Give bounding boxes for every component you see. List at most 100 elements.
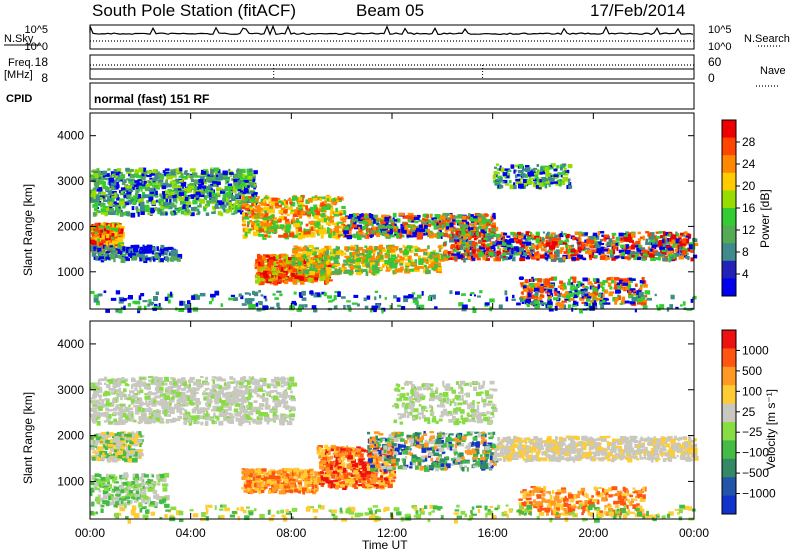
heatmap-cell: [170, 192, 175, 196]
heatmap-cell: [603, 249, 608, 252]
heatmap-cell: [406, 234, 412, 238]
heatmap-cell: [376, 232, 380, 238]
heatmap-cell: [99, 195, 103, 199]
heatmap-cell: [237, 203, 240, 208]
heatmap-cell: [246, 228, 252, 232]
heatmap-cell: [385, 231, 392, 235]
heatmap-cell: [631, 254, 635, 258]
heatmap-cell: [397, 254, 400, 258]
heatmap-cell: [473, 237, 477, 241]
heatmap-cell: [164, 257, 170, 261]
heatmap-cell: [480, 245, 483, 248]
heatmap-cell: [384, 216, 390, 222]
heatmap-cell: [108, 205, 113, 211]
heatmap-cell: [531, 234, 535, 238]
heatmap-cell: [493, 252, 497, 257]
heatmap-cell: [145, 251, 152, 254]
heatmap-cell: [116, 186, 119, 190]
heatmap-cell: [645, 238, 649, 243]
heatmap-cell: [584, 286, 588, 292]
heatmap-cell: [557, 285, 563, 289]
heatmap-cell: [338, 198, 342, 201]
heatmap-cell: [574, 231, 581, 236]
heatmap-cell: [396, 218, 401, 222]
heatmap-cell: [476, 295, 481, 298]
heatmap-cell: [333, 214, 340, 217]
heatmap-cell: [336, 252, 342, 255]
heatmap-cell: [587, 250, 592, 255]
heatmap-cell: [317, 254, 323, 258]
heatmap-cell: [557, 172, 563, 175]
heatmap-cell: [528, 253, 532, 258]
heatmap-cell: [102, 177, 108, 180]
heatmap-cell: [405, 230, 412, 236]
heatmap-cell: [280, 273, 287, 278]
heatmap-cell: [273, 280, 279, 286]
heatmap-cell: [239, 202, 242, 205]
heatmap-cell: [519, 276, 524, 281]
heatmap-cell: [578, 283, 585, 287]
heatmap-cell: [171, 212, 175, 215]
heatmap-cell: [547, 289, 553, 293]
heatmap-cell: [634, 251, 640, 255]
nsky-trace: [89, 24, 694, 42]
heatmap-cell: [241, 204, 245, 209]
heatmap-cell: [354, 213, 360, 216]
heatmap-cell: [547, 297, 551, 301]
heatmap-cell: [210, 183, 216, 187]
heatmap-cell: [286, 270, 289, 274]
heatmap-cell: [410, 225, 417, 229]
heatmap-cell: [675, 238, 679, 241]
heatmap-cell: [113, 169, 119, 173]
heatmap-cell: [396, 232, 400, 235]
heatmap-cell: [489, 298, 495, 303]
heatmap-cell: [241, 202, 247, 207]
heatmap-cell: [431, 221, 435, 226]
heatmap-cell: [252, 215, 258, 218]
heatmap-cell: [110, 181, 117, 186]
heatmap-cell: [270, 204, 274, 209]
heatmap-cell: [670, 239, 675, 245]
heatmap-cell: [302, 252, 308, 256]
heatmap-cell: [280, 202, 284, 206]
heatmap-cell: [186, 205, 189, 209]
heatmap-cell: [411, 229, 416, 232]
heatmap-cell: [329, 219, 335, 224]
heatmap-cell: [120, 258, 126, 264]
heatmap-cell: [568, 185, 573, 189]
heatmap-cell: [481, 214, 485, 217]
heatmap-cell: [115, 178, 118, 182]
heatmap-cell: [449, 226, 453, 231]
heatmap-cell: [468, 246, 475, 251]
heatmap-cell: [170, 202, 175, 207]
heatmap-cell: [96, 230, 102, 234]
heatmap-cell: [364, 215, 368, 219]
heatmap-cell: [198, 192, 205, 198]
heatmap-cell: [458, 232, 461, 235]
heatmap-cell: [297, 252, 302, 257]
heatmap-cell: [586, 238, 592, 243]
heatmap-cell: [153, 188, 156, 191]
heatmap-cell: [521, 173, 526, 178]
heatmap-cell: [558, 249, 563, 254]
heatmap-cell: [252, 178, 256, 182]
heatmap-cell: [539, 179, 542, 184]
heatmap-cell: [93, 173, 99, 176]
heatmap-cell: [100, 235, 106, 240]
heatmap-cell: [611, 232, 617, 236]
heatmap-cell: [430, 296, 433, 302]
heatmap-cell: [302, 235, 307, 238]
heatmap-cell: [141, 256, 146, 262]
heatmap-cell: [678, 255, 685, 260]
heatmap-cell: [114, 248, 121, 251]
heatmap-cell: [534, 303, 541, 309]
heatmap-cell: [668, 238, 672, 242]
heatmap-cell: [364, 245, 368, 248]
heatmap-cell: [157, 199, 163, 202]
heatmap-cell: [485, 258, 490, 261]
heatmap-cell: [271, 267, 277, 272]
heatmap-cell: [486, 233, 493, 237]
heatmap-cell: [510, 164, 515, 169]
heatmap-cell: [190, 194, 196, 198]
heatmap-cell: [317, 259, 321, 264]
